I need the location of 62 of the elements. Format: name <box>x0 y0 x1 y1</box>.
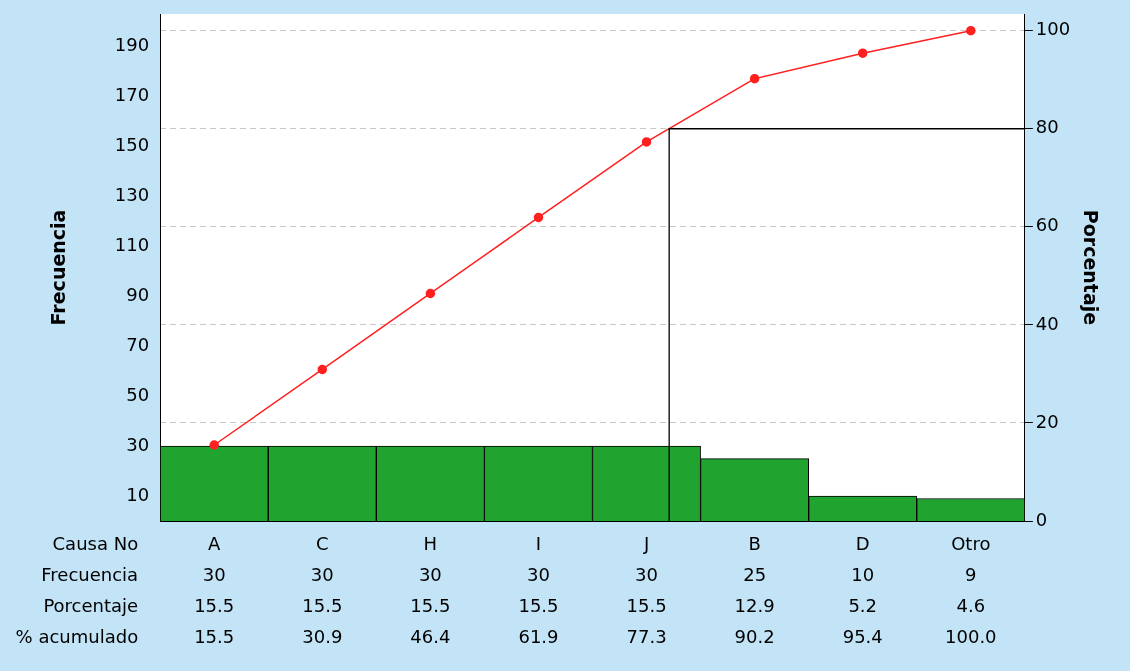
data-label: 46.4 <box>410 625 451 647</box>
y-tick-label: 130 <box>114 183 150 205</box>
y2-tick-label: 0 <box>1035 508 1048 530</box>
data-label: 25 <box>743 563 767 585</box>
x-tick-label: I <box>535 532 542 554</box>
x-tick-label: A <box>208 532 222 554</box>
y-tick-label: 170 <box>114 84 150 106</box>
point <box>317 364 328 375</box>
y-tick-label: 50 <box>126 383 150 405</box>
data-label: 30 <box>418 563 442 585</box>
y-tick-label: 150 <box>114 134 150 156</box>
y2-tick-label: 80 <box>1035 116 1059 138</box>
x-axis-title: Causa No <box>52 532 139 554</box>
text: 15.5 <box>194 594 235 616</box>
text: 5.2 <box>848 594 878 616</box>
data-label: 30.9 <box>302 625 343 647</box>
x-tick-label: Otro <box>951 532 991 554</box>
y-tick-label: 190 <box>114 34 150 56</box>
y-tick-label: 30 <box>126 433 150 455</box>
y2-tick-label: 100 <box>1035 18 1071 40</box>
data-label: 90.2 <box>734 625 775 647</box>
point <box>857 48 868 58</box>
point <box>641 137 652 147</box>
text: 15.5 <box>302 594 343 616</box>
text: Frecuencia <box>41 563 139 585</box>
y-tick-label: 110 <box>114 233 150 255</box>
data-label: 30 <box>635 563 658 585</box>
x-tick-label: H <box>423 532 438 554</box>
point <box>533 212 544 223</box>
y2-axis-title: Porcentaje <box>1079 209 1102 326</box>
text: 15.5 <box>410 594 451 616</box>
y2-tick-label: 40 <box>1035 312 1059 334</box>
x-tick-label: J <box>642 532 650 554</box>
point <box>749 73 760 84</box>
data-label: 9 <box>965 563 977 585</box>
y-tick-label: 70 <box>126 333 150 355</box>
point <box>966 25 976 36</box>
data-label: 30 <box>527 563 550 585</box>
data-label: 30 <box>202 563 226 585</box>
x-tick-label: D <box>855 532 870 554</box>
x-tick-label: B <box>748 532 761 554</box>
text: 4.6 <box>956 594 986 616</box>
y-tick-label: 90 <box>126 283 150 305</box>
text: % acumulado <box>15 625 139 647</box>
data-label: 77.3 <box>626 625 667 647</box>
text: Porcentaje <box>43 594 139 616</box>
text: 15.5 <box>518 594 559 616</box>
y2-tick-label: 20 <box>1035 410 1059 432</box>
point <box>209 440 219 450</box>
text: 15.5 <box>626 594 667 616</box>
y-axis-title: Frecuencia <box>47 209 70 326</box>
data-label: 30 <box>310 563 334 585</box>
data-label: 10 <box>851 563 875 585</box>
data-label: 95.4 <box>842 625 883 647</box>
data-label: 61.9 <box>518 625 559 647</box>
text: 12.9 <box>734 594 775 616</box>
point <box>425 288 436 299</box>
data-label: 100.0 <box>945 625 997 647</box>
y2-tick-label: 60 <box>1035 214 1059 236</box>
data-label: 15.5 <box>194 625 235 647</box>
x-tick-label: C <box>316 532 329 554</box>
y-tick-label: 10 <box>126 483 150 505</box>
